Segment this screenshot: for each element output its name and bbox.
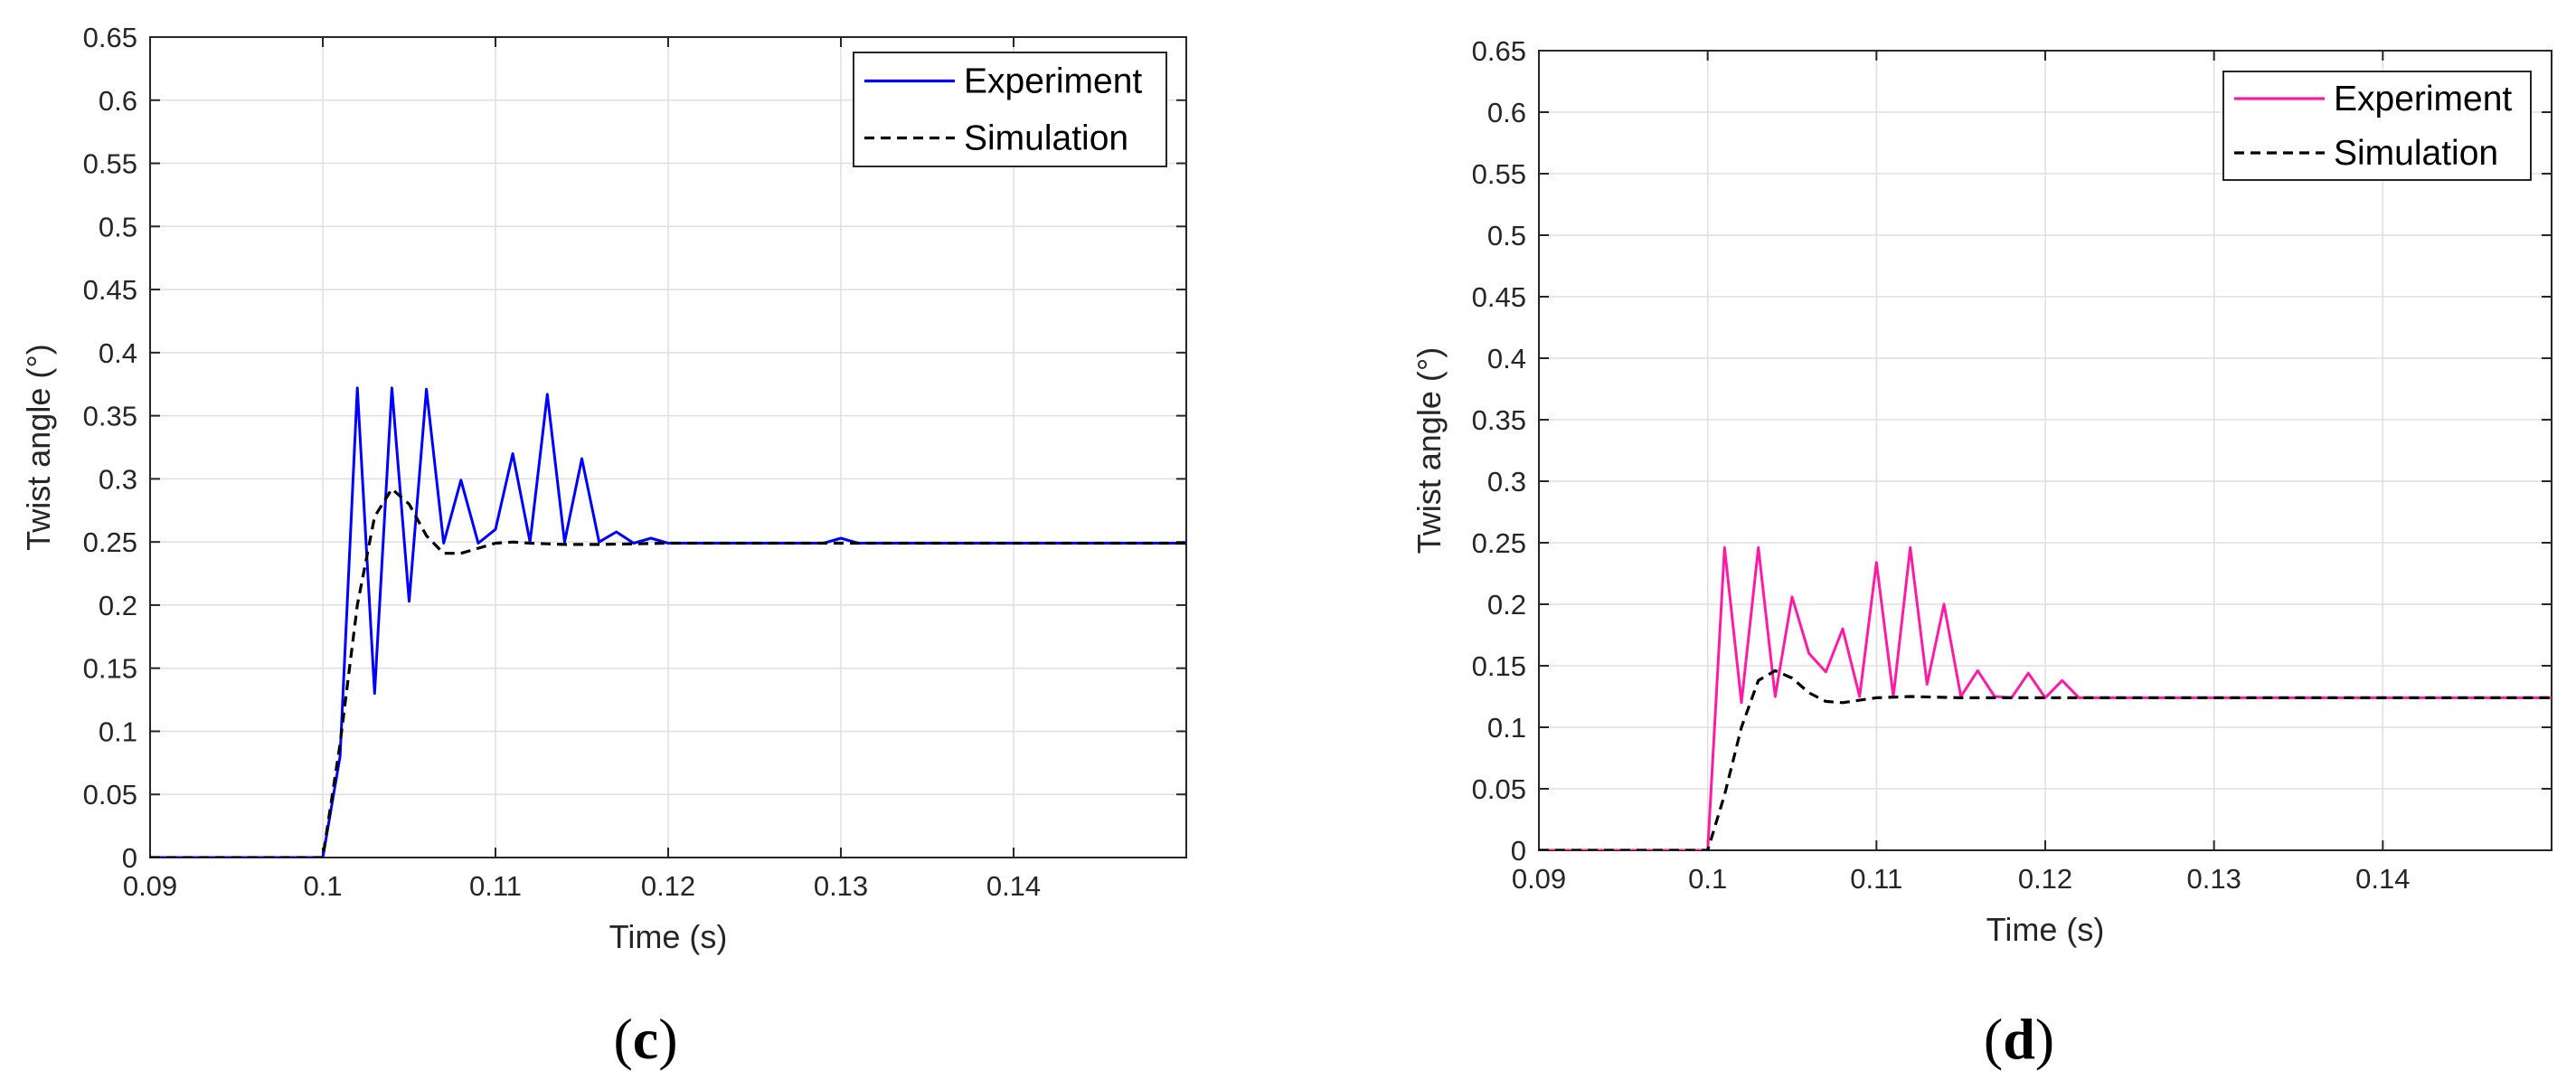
x-tick-label: 0.09 — [1512, 863, 1566, 895]
y-tick-label: 0.3 — [1487, 466, 1526, 498]
y-tick-label: 0.1 — [99, 716, 137, 747]
chart-panel-d: 0.09 0.1 0.11 0.12 0.13 0.14 0 0.05 0.1 0.15 0.2 0.… — [1411, 35, 2552, 948]
panel-label-letter: d — [2003, 1007, 2035, 1071]
y-tick-label: 0.2 — [1487, 589, 1526, 621]
legend-box — [2222, 71, 2532, 181]
panel-label-open: ( — [613, 1007, 632, 1071]
y-tick-label: 0.6 — [99, 85, 137, 117]
y-tick-label: 0.25 — [83, 526, 137, 558]
panel-label-open: ( — [1984, 1007, 2003, 1071]
x-axis-label: Time (s) — [609, 918, 728, 955]
y-tick-label: 0.35 — [83, 401, 137, 432]
y-tick-label: 0.15 — [83, 653, 137, 685]
y-tick-label: 0.45 — [83, 274, 137, 306]
panel-label-letter: c — [633, 1007, 658, 1071]
y-tick-label: 0.55 — [83, 148, 137, 180]
y-tick-label: 0.35 — [1472, 404, 1526, 436]
x-tick-label: 0.14 — [986, 870, 1041, 902]
x-tick-label: 0.11 — [1850, 863, 1902, 895]
series-line-simulation — [150, 487, 1186, 858]
panel-label: (d) — [1984, 1007, 2054, 1071]
panel-label: (c) — [613, 1007, 677, 1071]
x-tick-label: 0.14 — [2355, 863, 2410, 895]
x-tick-label: 0.13 — [2186, 863, 2241, 895]
y-tick-label: 0.65 — [1472, 35, 1526, 67]
y-tick-label: 0.55 — [1472, 158, 1526, 190]
panel-label-close: ) — [2035, 1007, 2054, 1071]
y-tick-label: 0.15 — [1472, 650, 1526, 682]
y-tick-label: 0.4 — [1487, 343, 1526, 374]
y-tick-label: 0.5 — [1487, 220, 1526, 251]
legend: Experiment Simulation — [2222, 71, 2532, 181]
y-tick-label: 0 — [1511, 835, 1526, 867]
legend: Experiment Simulation — [853, 52, 1167, 167]
y-tick-label: 0.4 — [99, 337, 137, 369]
chart-panel-c: 0.09 0.1 0.11 0.12 0.13 0.14 0 0.05 0.1 0.15 0.2 0.… — [20, 22, 1187, 955]
x-tick-label: 0.12 — [641, 870, 695, 902]
legend-label: Experiment — [964, 62, 1142, 101]
y-tick-label: 0.05 — [83, 779, 137, 810]
y-axis-label: Twist angle (°) — [20, 344, 57, 550]
x-tick-label: 0.1 — [1688, 863, 1727, 895]
y-tick-label: 0.5 — [99, 211, 137, 242]
y-axis-label: Twist angle (°) — [1411, 347, 1448, 554]
x-tick-label: 0.12 — [2018, 863, 2072, 895]
panel-label-close: ) — [658, 1007, 677, 1071]
y-tick-label: 0.6 — [1487, 97, 1526, 128]
legend-label: Simulation — [2334, 134, 2498, 173]
x-tick-label: 0.13 — [814, 870, 868, 902]
y-tick-label: 0.1 — [1487, 712, 1526, 744]
y-tick-label: 0.3 — [99, 463, 137, 495]
y-tick-label: 0.2 — [99, 590, 137, 621]
x-tick-label: 0.11 — [469, 870, 522, 902]
y-tick-label: 0 — [122, 842, 137, 874]
x-tick-label: 0.09 — [123, 870, 177, 902]
x-axis-label: Time (s) — [1986, 911, 2105, 948]
y-tick-label: 0.25 — [1472, 527, 1526, 559]
x-tick-label: 0.1 — [303, 870, 342, 902]
y-tick-label: 0.45 — [1472, 281, 1526, 313]
y-tick-label: 0.05 — [1472, 773, 1526, 805]
legend-box — [853, 52, 1167, 167]
series-line-simulation — [1539, 668, 2552, 850]
y-tick-label: 0.65 — [83, 22, 137, 53]
legend-label: Simulation — [964, 119, 1128, 158]
legend-label: Experiment — [2334, 80, 2512, 118]
